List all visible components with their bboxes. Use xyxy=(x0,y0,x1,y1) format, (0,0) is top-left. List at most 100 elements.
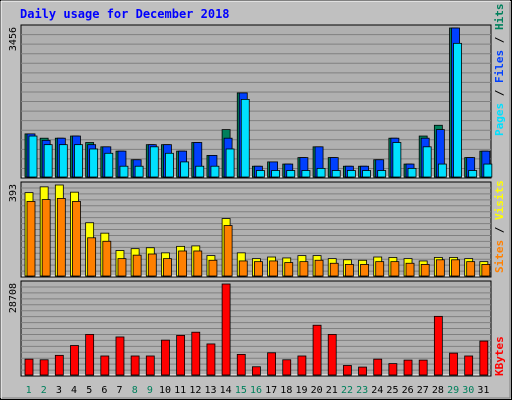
hits-files-pages-bar-pages-day-11 xyxy=(180,161,190,178)
x-tick-label-day-31: 31 xyxy=(477,385,489,396)
x-tick-label-day-9: 9 xyxy=(147,385,153,396)
x-tick-label-day-12: 12 xyxy=(189,385,201,396)
kbytes-bar-kbytes-day-11 xyxy=(176,334,186,376)
hits-files-pages-bar-pages-day-21 xyxy=(331,170,341,178)
legend-hits: Hits xyxy=(493,4,506,31)
x-tick-label-day-22: 22 xyxy=(341,385,353,396)
legend-separator: / xyxy=(493,220,506,240)
kbytes-bar-kbytes-day-30 xyxy=(464,355,474,376)
hits-files-pages-bar-pages-day-5 xyxy=(89,148,99,178)
kbytes-bar-kbytes-day-7 xyxy=(115,336,125,376)
kbytes-bar-kbytes-day-16 xyxy=(252,366,261,376)
hits-files-pages-bar-pages-day-13 xyxy=(210,165,220,178)
kbytes-bar-kbytes-day-22 xyxy=(342,365,352,376)
kbytes-bar-kbytes-day-29 xyxy=(449,352,458,376)
visits-sites-bar-sites-day-11 xyxy=(178,250,188,277)
visits-sites-bar-sites-day-6 xyxy=(102,240,112,277)
kbytes-bar-kbytes-day-12 xyxy=(191,331,201,376)
hits-files-pages-bar-pages-day-30 xyxy=(468,170,478,178)
kbytes-bar-kbytes-day-2 xyxy=(39,359,49,376)
x-tick-label-day-6: 6 xyxy=(101,385,107,396)
x-tick-label-day-23: 23 xyxy=(356,385,368,396)
visits-sites-bar-sites-day-8 xyxy=(132,254,142,277)
x-tick-label-day-3: 3 xyxy=(56,385,62,396)
hits-files-pages-bar-pages-day-14 xyxy=(225,148,235,178)
kbytes-bar-kbytes-day-27 xyxy=(418,359,428,376)
chart-title: Daily usage for December 2018 xyxy=(20,7,230,21)
hits-files-pages-bar-pages-day-17 xyxy=(271,170,280,178)
kbytes-bar-kbytes-day-18 xyxy=(282,359,292,376)
hits-files-pages-bar-pages-day-28 xyxy=(437,163,447,178)
hits-files-pages-max-label: 3456 xyxy=(8,27,19,51)
x-tick-label-day-28: 28 xyxy=(432,385,444,396)
hits-files-pages-bar-pages-day-27 xyxy=(422,146,432,178)
x-tick-label-day-21: 21 xyxy=(326,385,338,396)
hits-files-pages-bar-pages-day-19 xyxy=(301,170,311,178)
visits-sites-bar-sites-day-20 xyxy=(314,259,324,277)
visits-sites-bar-sites-day-27 xyxy=(420,264,430,277)
hits-files-pages-bar-pages-day-24 xyxy=(377,170,387,178)
visits-sites-bar-sites-day-5 xyxy=(87,237,97,277)
visits-sites-bar-sites-day-26 xyxy=(405,262,415,277)
x-tick-label-day-2: 2 xyxy=(41,385,47,396)
hits-files-pages-bar-pages-day-2 xyxy=(43,144,53,178)
kbytes-bar-kbytes-day-25 xyxy=(388,363,398,376)
x-tick-label-day-16: 16 xyxy=(250,385,262,396)
visits-sites-bar-sites-day-25 xyxy=(390,261,400,277)
kbytes-max-label: 28708 xyxy=(8,283,19,313)
hits-files-pages-bar-pages-day-20 xyxy=(316,167,326,178)
legend-kbytes: KBytes xyxy=(493,336,506,376)
kbytes-bar-kbytes-day-9 xyxy=(145,355,155,376)
visits-sites-bar-sites-day-14 xyxy=(223,225,233,277)
x-tick-label-day-7: 7 xyxy=(117,385,123,396)
x-tick-label-day-25: 25 xyxy=(386,385,398,396)
kbytes-bar-kbytes-day-4 xyxy=(70,345,79,376)
visits-sites-bar-sites-day-31 xyxy=(481,264,491,277)
x-tick-label-day-20: 20 xyxy=(311,385,323,396)
kbytes-bar-kbytes-day-6 xyxy=(100,355,110,376)
legend-separator: / xyxy=(493,30,506,50)
visits-sites-bar-sites-day-29 xyxy=(451,259,460,277)
visits-sites-bar-sites-day-22 xyxy=(344,264,354,277)
visits-sites-max-label: 393 xyxy=(8,184,19,202)
legend-hits-files-pages: Pages / Files / Hits xyxy=(493,4,506,137)
x-tick-label-day-5: 5 xyxy=(86,385,92,396)
x-tick-label-day-17: 17 xyxy=(265,385,277,396)
hits-files-pages-bar-pages-day-15 xyxy=(240,98,250,178)
hits-files-pages-bar-pages-day-7 xyxy=(119,165,129,178)
legend-files: Files xyxy=(493,50,506,83)
visits-sites-bar-sites-day-23 xyxy=(360,264,369,277)
kbytes-bar-kbytes-day-26 xyxy=(403,359,413,376)
kbytes-bar-kbytes-day-1 xyxy=(24,358,34,376)
legend-kbytes: KBytes xyxy=(493,336,506,376)
kbytes-bar-kbytes-day-21 xyxy=(327,334,337,376)
visits-sites-bar-sites-day-3 xyxy=(56,198,66,277)
x-tick-label-day-27: 27 xyxy=(417,385,429,396)
visits-sites-bar-sites-day-10 xyxy=(163,258,172,277)
hits-files-pages-bar-pages-day-31 xyxy=(483,163,493,178)
visits-sites-bar-sites-day-9 xyxy=(147,253,157,277)
hits-files-pages-bar-pages-day-26 xyxy=(407,167,417,178)
kbytes-bar-kbytes-day-8 xyxy=(130,355,140,376)
x-tick-label-day-10: 10 xyxy=(159,385,171,396)
hits-files-pages-bar-pages-day-10 xyxy=(165,152,174,178)
visits-sites-bar-sites-day-12 xyxy=(193,250,203,277)
legend-sites: Sites xyxy=(493,240,506,273)
legend-pages: Pages xyxy=(493,103,506,136)
x-tick-label-day-24: 24 xyxy=(371,385,383,396)
x-tick-label-day-26: 26 xyxy=(402,385,414,396)
visits-sites-bar-sites-day-2 xyxy=(41,199,51,277)
hits-files-pages-bar-pages-day-18 xyxy=(286,170,296,178)
x-tick-label-day-13: 13 xyxy=(204,385,216,396)
x-tick-label-day-30: 30 xyxy=(462,385,474,396)
kbytes-bar-kbytes-day-19 xyxy=(297,355,307,376)
visits-sites-bar-sites-day-15 xyxy=(238,260,248,277)
x-tick-label-day-14: 14 xyxy=(220,385,232,396)
x-tick-label-day-15: 15 xyxy=(235,385,247,396)
kbytes-bar-kbytes-day-17 xyxy=(267,352,276,376)
hits-files-pages-bar-pages-day-8 xyxy=(134,165,144,178)
visits-sites-bar-sites-day-13 xyxy=(208,259,218,277)
hits-files-pages-bar-pages-day-29 xyxy=(453,42,462,178)
x-tick-label-day-8: 8 xyxy=(132,385,138,396)
